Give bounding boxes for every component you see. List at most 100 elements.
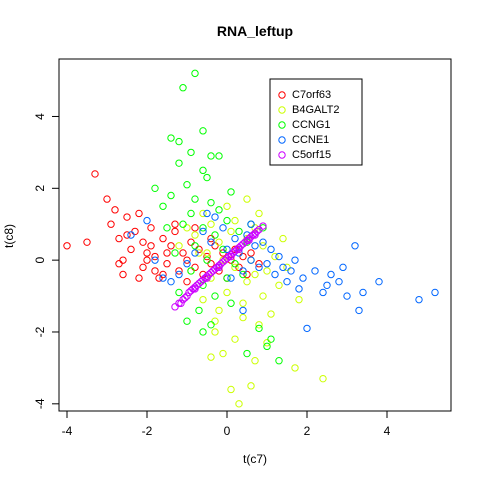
data-point [171, 249, 179, 257]
data-point [259, 292, 267, 300]
data-point [355, 306, 363, 315]
y-tick-label: -4 [33, 398, 47, 409]
data-point [179, 249, 187, 257]
data-point [295, 285, 303, 293]
data-point [207, 353, 215, 361]
data-point [243, 195, 251, 203]
data-point [127, 231, 135, 239]
data-point [187, 267, 195, 275]
data-point [195, 249, 203, 257]
data-point [183, 317, 191, 325]
data-point [375, 277, 383, 286]
data-point [295, 295, 303, 304]
data-point [227, 252, 235, 261]
data-point [239, 306, 247, 315]
data-point [191, 224, 199, 232]
data-point [291, 364, 299, 372]
data-point [175, 137, 183, 146]
y-tick-label: -2 [33, 326, 47, 337]
data-point [231, 260, 239, 268]
legend-label: C5orf15 [292, 149, 331, 161]
data-point [183, 224, 191, 232]
data-point [319, 288, 327, 297]
x-axis-label: t(c7) [243, 452, 267, 466]
data-point [323, 281, 331, 289]
data-point [311, 267, 319, 275]
data-point [255, 321, 263, 329]
data-point [343, 292, 351, 300]
data-point [139, 238, 147, 246]
data-point [211, 242, 219, 250]
data-point [203, 274, 211, 282]
data-point [219, 349, 227, 358]
data-point [227, 188, 235, 196]
data-point [195, 306, 203, 315]
data-point [223, 216, 231, 225]
data-point [107, 220, 115, 228]
data-point [239, 252, 247, 261]
data-point [207, 238, 215, 246]
y-tick-label: 2 [33, 185, 47, 192]
data-point [263, 267, 271, 275]
data-point [211, 328, 219, 336]
data-point [247, 249, 255, 257]
data-point [359, 288, 367, 297]
data-point [63, 242, 71, 250]
legend: C7orf63 B4GALT2 CCNG1 CCNE1 C5orf15 [269, 78, 363, 166]
data-point [255, 209, 263, 218]
data-point [211, 265, 219, 273]
data-point [199, 227, 207, 236]
data-point [139, 263, 147, 272]
data-point [187, 148, 195, 157]
data-point [271, 270, 279, 279]
data-point [255, 260, 263, 268]
data-point [119, 256, 127, 264]
data-point [303, 324, 311, 333]
data-point [175, 267, 183, 275]
data-point [251, 357, 259, 365]
data-point [211, 213, 219, 221]
data-point [215, 152, 223, 160]
data-point [335, 277, 343, 286]
legend-label: C7orf63 [292, 89, 331, 101]
data-point [351, 242, 359, 250]
data-point [199, 209, 207, 218]
data-point [279, 263, 287, 272]
x-tick-label: 4 [384, 424, 391, 438]
data-point [235, 227, 243, 236]
data-point [415, 295, 423, 304]
y-tick-label: 4 [33, 113, 47, 120]
legend-marker [278, 151, 286, 159]
data-point [103, 195, 111, 203]
x-tick-label: 0 [224, 424, 231, 438]
data-point [291, 256, 299, 264]
data-point [171, 303, 179, 311]
data-point [259, 242, 267, 250]
data-point [227, 385, 235, 394]
data-point [211, 231, 219, 239]
data-point [83, 238, 91, 246]
data-point [119, 270, 127, 279]
data-point [159, 270, 167, 279]
data-point [299, 274, 307, 282]
data-point [175, 159, 183, 167]
data-point [203, 249, 211, 257]
data-point [271, 252, 279, 261]
data-point [235, 245, 243, 254]
data-point [181, 294, 189, 302]
data-point [251, 242, 259, 250]
chart-title: RNA_leftup [217, 23, 293, 39]
data-point [245, 236, 253, 245]
data-point [183, 256, 191, 264]
data-point [199, 328, 207, 336]
data-point [239, 267, 247, 275]
data-point [187, 209, 195, 218]
data-point [207, 220, 215, 228]
data-point [143, 249, 151, 257]
data-point [159, 202, 167, 210]
data-point [135, 209, 143, 218]
data-point [339, 263, 347, 272]
data-point [179, 220, 187, 228]
data-point [263, 342, 271, 351]
data-point [143, 256, 151, 264]
